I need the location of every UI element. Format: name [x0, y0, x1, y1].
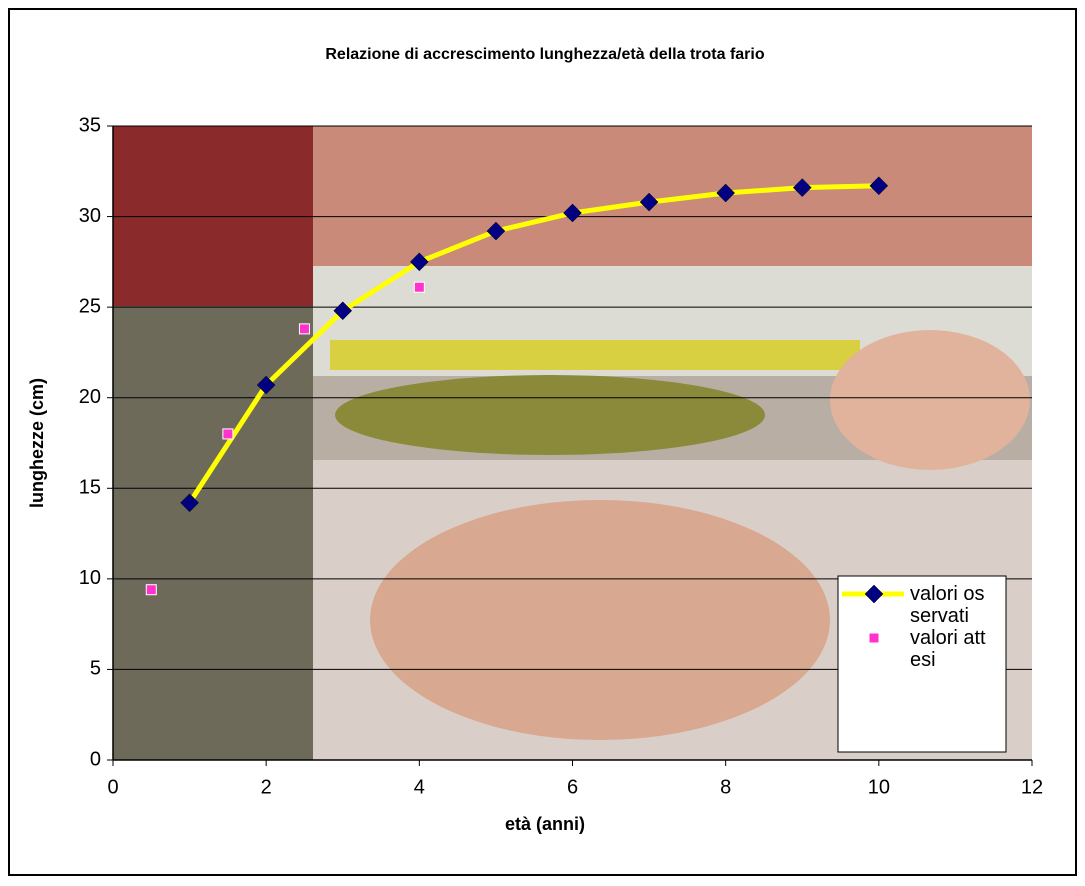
y-tick-label: 20 — [79, 386, 101, 408]
square-marker — [145, 584, 157, 596]
square-marker — [868, 632, 880, 644]
diamond-marker — [409, 252, 429, 272]
x-tick-label: 4 — [414, 776, 425, 798]
legend-label: valori attesi — [910, 627, 986, 671]
diamond-marker — [716, 183, 736, 203]
x-tick-label: 12 — [1021, 776, 1043, 798]
y-tick-label: 15 — [79, 477, 101, 499]
legend-text-box: valori osservati — [910, 583, 985, 627]
legend-box — [837, 575, 1007, 753]
y-tick-label: 25 — [79, 295, 101, 317]
square-marker — [298, 323, 310, 335]
y-tick-label: 5 — [90, 658, 101, 680]
square-marker — [222, 428, 234, 440]
y-tick-label: 35 — [79, 114, 101, 136]
diamond-marker — [864, 584, 884, 604]
series-line — [187, 183, 879, 505]
square-marker — [413, 281, 425, 293]
legend-label: valori osservati — [910, 583, 985, 627]
diamond-marker — [486, 221, 506, 241]
diamond-marker — [333, 301, 353, 321]
chart-title: Relazione di accrescimento lunghezza/età… — [325, 46, 764, 63]
y-tick-label: 0 — [90, 748, 101, 770]
x-tick-label: 10 — [868, 776, 890, 798]
diamond-marker — [256, 375, 276, 395]
y-tick-label: 10 — [79, 567, 101, 589]
y-tick-label: 30 — [79, 205, 101, 227]
diamond-marker — [869, 176, 889, 196]
x-axis-title: età (anni) — [505, 814, 585, 834]
x-tick-label: 6 — [567, 776, 578, 798]
legend-text-box: valori attesi — [910, 627, 986, 671]
x-tick-label: 2 — [261, 776, 272, 798]
y-axis-title: lunghezze (cm) — [27, 378, 47, 508]
plot-background — [113, 126, 1032, 760]
diamond-marker — [639, 192, 659, 212]
x-tick-label: 0 — [107, 776, 118, 798]
diamond-marker — [792, 178, 812, 197]
x-tick-label: 8 — [720, 776, 731, 798]
diamond-marker — [563, 203, 582, 223]
diamond-marker — [180, 493, 199, 513]
